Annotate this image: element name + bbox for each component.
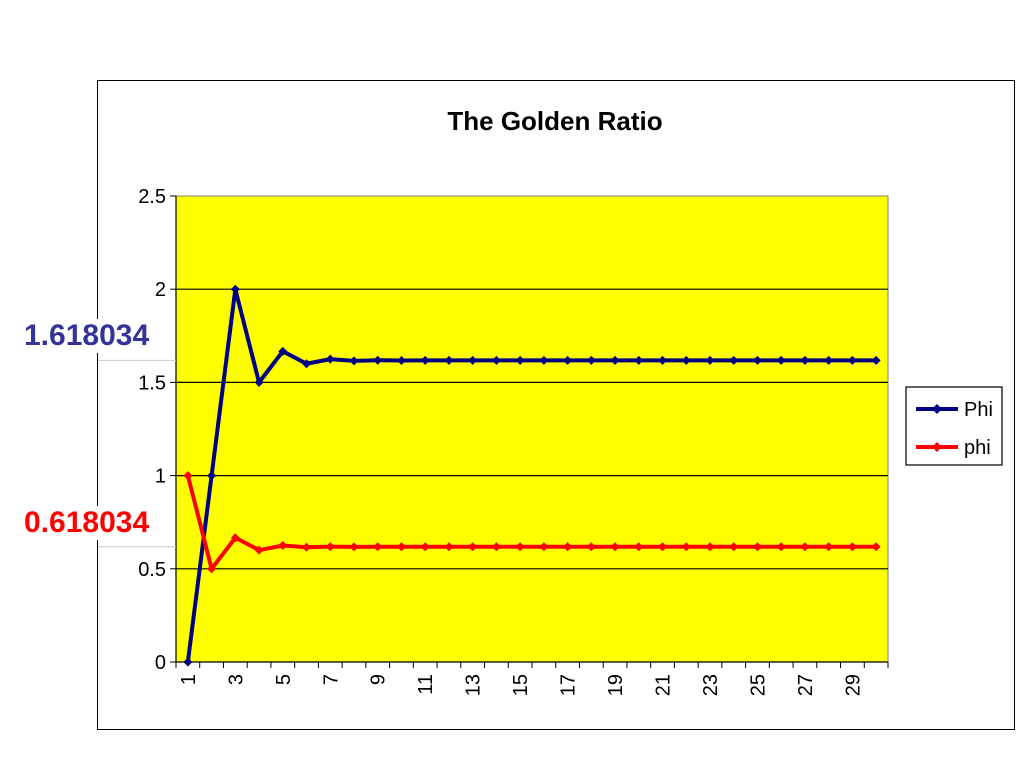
data-point-Phi: [491, 355, 501, 365]
data-point-Phi: [444, 355, 454, 365]
chart-frame: The Golden Ratio 0 0.5 1 1.5 2 2.5 1 3 5 7 9 11 13 15…: [97, 80, 1015, 730]
data-point-phi-lower: [705, 542, 715, 552]
x-tick-label: 11: [415, 674, 437, 695]
data-point-Phi: [752, 355, 762, 365]
data-point-Phi: [634, 355, 644, 365]
data-point-Phi: [325, 354, 335, 364]
data-point-Phi: [278, 346, 288, 356]
data-point-Phi: [586, 355, 596, 365]
data-point-Phi: [563, 355, 573, 365]
data-point-phi-lower: [230, 533, 240, 543]
x-tick-label: 29: [842, 674, 864, 696]
data-point-phi-lower: [752, 542, 762, 552]
data-point-Phi: [824, 355, 834, 365]
x-tick-label: 1: [178, 674, 200, 685]
data-point-phi-lower: [681, 542, 691, 552]
y-tick-label: 1: [155, 466, 166, 488]
x-tick-label: 19: [605, 674, 627, 696]
y-tick-label: 0.5: [138, 559, 166, 581]
legend-marker: [932, 442, 942, 452]
data-point-Phi: [373, 355, 383, 365]
annotation-phi-lower: 0.618034: [24, 505, 150, 540]
y-tick-label: 1.5: [138, 372, 166, 394]
data-point-Phi: [515, 355, 525, 365]
data-point-phi-lower: [302, 542, 312, 552]
data-point-phi-lower: [207, 564, 217, 574]
x-tick-label: 25: [747, 674, 769, 696]
data-point-Phi: [705, 355, 715, 365]
plot-area: 00.511.522.51 3 5 7 9 11 13 15 17 19 21 23 25 27 29: [98, 186, 889, 696]
data-point-phi-lower: [871, 542, 881, 552]
data-point-Phi: [396, 355, 406, 365]
x-tick-label: 5: [273, 674, 295, 685]
x-tick-label: 23: [700, 674, 722, 696]
x-tick-label: 3: [225, 674, 247, 685]
x-tick-label: 13: [463, 674, 485, 696]
legend-label: phi: [964, 437, 991, 459]
data-point-Phi: [610, 355, 620, 365]
legend-box: [905, 386, 1003, 466]
plot-background: [175, 195, 889, 663]
legend: Phi phi: [905, 386, 1003, 466]
data-point-phi-lower: [539, 542, 549, 552]
data-point-phi-lower: [468, 542, 478, 552]
data-point-Phi: [230, 284, 240, 294]
data-point-phi-lower: [420, 542, 430, 552]
data-point-Phi: [539, 355, 549, 365]
x-tick-label: 15: [510, 674, 532, 696]
data-point-phi-lower: [349, 542, 359, 552]
data-point-Phi: [420, 355, 430, 365]
data-point-phi-lower: [610, 542, 620, 552]
x-tick-label: 27: [795, 674, 817, 696]
data-point-Phi: [183, 657, 193, 667]
data-point-Phi: [800, 355, 810, 365]
data-point-Phi: [847, 355, 857, 365]
data-point-Phi: [349, 356, 359, 366]
x-tick-label: 9: [368, 674, 390, 685]
data-point-phi-lower: [634, 542, 644, 552]
chart-svg: The Golden Ratio 00.511.522.51 3 5 7 9 11 13 15…: [98, 106, 1003, 696]
data-point-phi-lower: [183, 471, 193, 481]
data-point-Phi: [729, 355, 739, 365]
data-point-phi-lower: [586, 542, 596, 552]
data-point-Phi: [658, 355, 668, 365]
data-point-phi-lower: [491, 542, 501, 552]
data-point-Phi: [871, 355, 881, 365]
y-tick-label: 2.5: [138, 186, 166, 208]
data-point-phi-lower: [444, 542, 454, 552]
x-tick-label: 21: [653, 674, 675, 696]
data-point-phi-lower: [373, 542, 383, 552]
data-point-Phi: [207, 471, 217, 481]
data-point-phi-lower: [776, 542, 786, 552]
data-point-Phi: [776, 355, 786, 365]
data-point-phi-lower: [824, 542, 834, 552]
legend-label: Phi: [964, 399, 993, 421]
data-point-phi-lower: [658, 542, 668, 552]
x-tick-label: 17: [558, 674, 580, 696]
data-point-Phi: [468, 355, 478, 365]
annotation-phi-upper: 1.618034: [24, 319, 150, 354]
x-tick-label: 7: [320, 674, 342, 685]
data-point-phi-lower: [278, 541, 288, 550]
data-point-phi-lower: [847, 542, 857, 552]
data-point-phi-lower: [396, 542, 406, 552]
data-point-phi-lower: [563, 542, 573, 552]
chart-title: The Golden Ratio: [447, 106, 662, 136]
data-point-Phi: [302, 359, 312, 369]
data-point-phi-lower: [325, 542, 335, 552]
legend-marker: [932, 404, 942, 414]
y-tick-label: 0: [155, 652, 166, 674]
data-point-phi-lower: [515, 542, 525, 552]
data-point-phi-lower: [800, 542, 810, 552]
data-point-Phi: [681, 355, 691, 365]
data-point-phi-lower: [254, 545, 264, 555]
data-point-phi-lower: [729, 542, 739, 552]
y-tick-label: 2: [155, 279, 166, 301]
